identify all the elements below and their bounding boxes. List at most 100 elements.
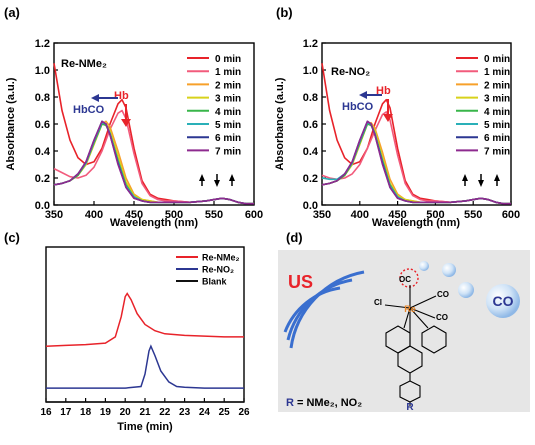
hb-arrowhead-b — [383, 114, 393, 122]
r-definition-r: R — [286, 397, 294, 409]
panel-label-a: (a) — [4, 5, 20, 20]
y-tick-label: 0.4 — [35, 146, 51, 158]
y-axis-label-a: Absorbance (a.u.) — [5, 77, 17, 170]
hbco-arrowhead-a — [91, 94, 99, 102]
x-tick-label: 600 — [502, 209, 520, 221]
panel-a: (a) 350 400 450 500 550 600 0.0 0.2 0.4 0.6 0.8 1.0… — [4, 5, 263, 229]
sample-name-a: Re-NMe₂ — [61, 58, 107, 70]
r-definition: = NMe₂, NO₂ — [297, 397, 362, 409]
axes-a: 350 400 450 500 550 600 0.0 0.2 0.4 0.6 0.8 1.0 1.2 — [35, 38, 263, 221]
x-tick-label: 350 — [45, 209, 63, 221]
co-ligand-label-1: CO — [437, 290, 449, 299]
series-group-a — [53, 63, 254, 205]
qband-arrows-b — [462, 174, 500, 187]
x-tick-label: 25 — [219, 407, 231, 418]
y-tick-label: 0.2 — [35, 173, 50, 185]
ultrasound-waves — [283, 270, 365, 349]
x-tick-label: 20 — [120, 407, 132, 418]
x-tick-label: 350 — [313, 209, 331, 221]
legend-entry: 1 min — [484, 67, 510, 78]
co-bubbles — [419, 261, 520, 318]
series-line-7 — [53, 120, 254, 205]
legend-entry: Re-NO₂ — [202, 265, 234, 275]
x-tick-label: 450 — [125, 209, 143, 221]
x-tick-label: 18 — [80, 407, 92, 418]
co-ligand-label-2: CO — [436, 313, 448, 322]
hbco-arrowhead-b — [359, 91, 367, 99]
axes-c: 16 17 18 19 20 21 22 23 24 25 26 — [40, 398, 250, 418]
panel-label-b: (b) — [276, 5, 293, 20]
x-tick-label: 500 — [165, 209, 183, 221]
legend-entry: 6 min — [215, 133, 241, 144]
sample-name-b: Re-NO₂ — [331, 66, 370, 78]
y-tick-label: 0.0 — [303, 200, 318, 212]
legend-entry: 6 min — [484, 133, 510, 144]
legend-c: Re-NMe₂ Re-NO₂ Blank — [176, 253, 240, 287]
legend-entry: Re-NMe₂ — [202, 253, 240, 263]
series-group-c — [45, 292, 244, 403]
panel-d: (d) US CO — [278, 230, 530, 413]
scheme-background — [278, 250, 530, 412]
x-tick-label: 500 — [426, 209, 444, 221]
x-tick-label: 550 — [464, 209, 482, 221]
legend-entry: 2 min — [484, 80, 510, 91]
legend-entry: 1 min — [215, 67, 241, 78]
x-tick-label: 550 — [205, 209, 223, 221]
x-tick-label: 24 — [199, 407, 211, 418]
y-tick-label: 0.4 — [303, 146, 319, 158]
y-axis-label-b: Absorbance (a.u.) — [274, 77, 286, 170]
x-tick-label: 600 — [245, 209, 263, 221]
re-complex-structure — [384, 268, 447, 406]
y-tick-label: 0.6 — [303, 119, 318, 131]
hb-label-a: Hb — [114, 90, 129, 102]
r-group-label: R — [406, 402, 414, 413]
co-bubble — [486, 284, 520, 318]
legend-entry: 7 min — [215, 146, 241, 157]
x-tick-label: 400 — [85, 209, 103, 221]
legend-entry: Blank — [202, 277, 228, 287]
x-tick-label: 19 — [100, 407, 112, 418]
series-line-0 — [45, 292, 244, 347]
y-tick-label: 0.8 — [303, 92, 318, 104]
legend-entry: 2 min — [215, 80, 241, 91]
legend-entry: 3 min — [215, 94, 241, 105]
panel-label-d: (d) — [286, 230, 303, 245]
legend-entry: 5 min — [484, 120, 510, 131]
panel-label-c: (c) — [4, 230, 20, 245]
oc-label: OC — [399, 275, 411, 284]
x-tick-label: 21 — [139, 407, 151, 418]
cl-label: Cl — [374, 298, 382, 307]
axes-b: 350 400 450 500 550 600 0.0 0.2 0.4 0.6 0.8 1.0 1.2 — [303, 38, 520, 221]
x-tick-label: 22 — [159, 407, 171, 418]
hbco-label-a: HbCO — [73, 104, 105, 116]
x-tick-label: 16 — [40, 407, 52, 418]
series-line-1 — [321, 111, 511, 205]
x-axis-label-c: Time (min) — [117, 421, 173, 433]
y-tick-label: 1.0 — [303, 65, 318, 77]
legend-entry: 7 min — [484, 146, 510, 157]
re-label: Re — [404, 304, 416, 314]
x-tick-label: 26 — [238, 407, 250, 418]
x-tick-label: 17 — [60, 407, 72, 418]
y-tick-label: 0.8 — [35, 92, 50, 104]
panel-c: (c) 16 17 18 19 20 21 22 23 24 25 26 Time (min) Re… — [4, 230, 250, 433]
co-bubble-label: CO — [493, 293, 514, 309]
legend-a: 0 min 1 min 2 min 3 min 4 min 5 min 6 min 7 min — [187, 54, 241, 157]
x-tick-label: 400 — [351, 209, 369, 221]
panel-b: (b) 350 400 450 500 550 600 0.0 0.2 0.4 0.6 0.8 1.0… — [274, 5, 520, 229]
legend-b: 0 min 1 min 2 min 3 min 4 min 5 min 6 min 7 min — [456, 54, 510, 157]
x-tick-label: 23 — [179, 407, 191, 418]
y-tick-label: 0.0 — [35, 200, 50, 212]
y-tick-label: 0.2 — [303, 173, 318, 185]
y-tick-label: 0.6 — [35, 119, 50, 131]
legend-entry: 0 min — [215, 54, 241, 65]
legend-entry: 0 min — [484, 54, 510, 65]
y-tick-label: 1.2 — [303, 38, 318, 50]
series-line-7 — [321, 120, 511, 205]
legend-entry: 5 min — [215, 120, 241, 131]
hb-arrowhead-a — [121, 119, 131, 127]
y-tick-label: 1.2 — [35, 38, 50, 50]
legend-entry: 4 min — [484, 107, 510, 118]
qband-arrows-a — [199, 174, 235, 187]
